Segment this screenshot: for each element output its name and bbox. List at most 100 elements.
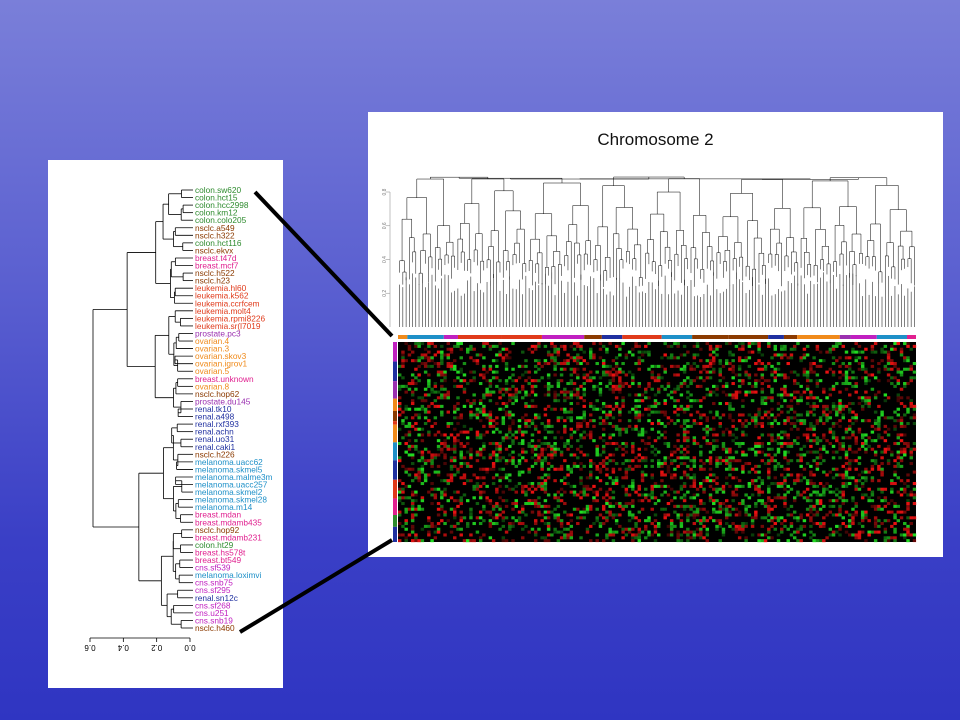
heatmap-cell [754, 384, 758, 388]
heatmap-cell [417, 433, 421, 437]
heatmap-cell [860, 407, 865, 411]
heatmap-cell [579, 433, 583, 437]
heatmap-cell [608, 436, 612, 440]
heatmap-cell [537, 484, 541, 488]
heatmap-cell [449, 479, 454, 483]
heatmap-cell [524, 413, 528, 417]
heatmap-cell [893, 364, 897, 368]
heatmap-cell [585, 453, 590, 457]
heatmap-cell [640, 493, 645, 497]
heatmap-cell [692, 362, 697, 366]
heatmap-cell [491, 450, 496, 454]
heatmap-cell [459, 356, 463, 360]
heatmap-cell [398, 539, 402, 543]
heatmap-cell [721, 527, 726, 531]
heatmap-cell [608, 533, 612, 537]
heatmap-cell [815, 456, 820, 460]
heatmap-cell [595, 407, 599, 411]
heatmap-cell [634, 524, 638, 528]
heatmap-cell [504, 387, 509, 391]
heatmap-cell [815, 419, 820, 423]
heatmap-cell [443, 487, 447, 491]
heatmap-cell [482, 467, 486, 471]
strip-segment [407, 335, 444, 339]
heatmap-cell [508, 430, 512, 434]
heatmap-cell [614, 424, 619, 428]
heatmap-cell [851, 513, 855, 517]
heatmap-cell [689, 399, 693, 403]
heatmap-cell [747, 350, 752, 354]
heatmap-cell [760, 390, 765, 394]
heatmap-cell [485, 467, 489, 471]
heatmap-cell [886, 367, 891, 371]
heatmap-cell [870, 504, 875, 508]
heatmap-cell [488, 344, 493, 348]
heatmap-cell [465, 462, 470, 466]
heatmap-cell [880, 470, 884, 474]
heatmap-cell [851, 422, 855, 426]
heatmap-cell [805, 373, 810, 377]
heatmap-cell [404, 467, 408, 471]
heatmap-cell [750, 447, 755, 451]
heatmap-cell [446, 444, 450, 448]
heatmap-cell [718, 507, 722, 511]
heatmap-cell [621, 370, 625, 374]
heatmap-cell [569, 519, 574, 523]
heatmap-cell [848, 436, 852, 440]
heatmap-cell [456, 370, 460, 374]
heatmap-cell [521, 470, 525, 474]
heatmap-cell [786, 539, 790, 543]
heatmap-cell [695, 507, 700, 511]
heatmap-cell [410, 499, 415, 503]
heatmap-cell [848, 482, 852, 486]
heatmap-cell [805, 376, 810, 380]
heatmap-cell [721, 430, 726, 434]
heatmap-cell [835, 493, 839, 497]
heatmap-cell [660, 364, 664, 368]
heatmap-cell [773, 439, 777, 443]
heatmap-cell [896, 510, 901, 514]
heatmap-cell [721, 384, 726, 388]
heatmap-cell [456, 433, 460, 437]
heatmap-cell [637, 499, 642, 503]
heatmap-cell [614, 404, 619, 408]
leaf-label: cns.snb75 [195, 578, 233, 588]
heatmap-cell [796, 519, 800, 523]
heatmap-cell [841, 482, 845, 486]
heatmap-cell [414, 387, 418, 391]
heatmap-cell [734, 530, 739, 534]
heatmap-cell [799, 356, 803, 360]
heatmap-cell [410, 504, 415, 508]
heatmap-cell [410, 402, 415, 406]
heatmap-cell [851, 522, 855, 526]
heatmap-cell [543, 393, 548, 397]
heatmap-cell [440, 370, 444, 374]
heatmap-cell [553, 436, 557, 440]
heatmap-cell [475, 502, 480, 506]
heatmap-cell [469, 510, 473, 514]
heatmap-cell [644, 519, 648, 523]
heatmap-cell [682, 504, 687, 508]
heatmap-cell [589, 464, 593, 468]
heatmap-cell [657, 524, 661, 528]
heatmap-cell [692, 459, 697, 463]
heatmap-cell [582, 487, 586, 491]
heatmap-cell [899, 447, 904, 451]
heatmap-cell [860, 364, 865, 368]
heatmap-cell [621, 536, 625, 540]
heatmap-cell [582, 393, 586, 397]
heatmap-cell [818, 453, 823, 457]
heatmap-cell [627, 527, 632, 531]
heatmap-cell [576, 353, 580, 357]
heatmap-cell [666, 513, 671, 517]
heatmap-cell [465, 450, 470, 454]
heatmap-cell [896, 519, 901, 523]
heatmap-cell [598, 393, 603, 397]
heatmap-cell [893, 419, 897, 423]
heatmap-cell [459, 527, 463, 531]
heatmap-cell [818, 499, 823, 503]
heatmap-cell [903, 356, 907, 360]
heatmap-cell [867, 533, 871, 537]
heatmap-cell [637, 359, 642, 363]
heatmap-cell [815, 422, 820, 426]
